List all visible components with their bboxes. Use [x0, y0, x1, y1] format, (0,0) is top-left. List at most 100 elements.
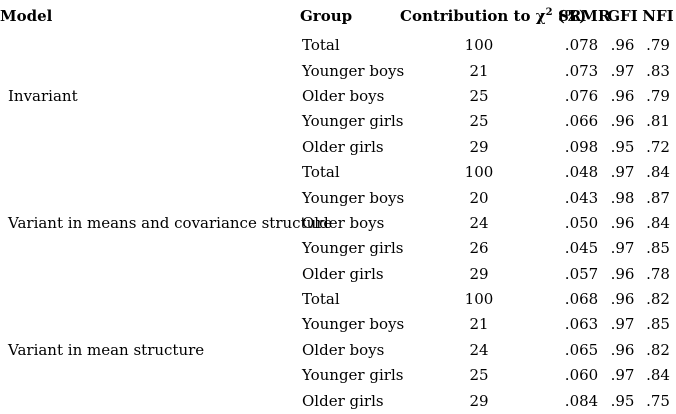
group-cell: Older boys [302, 86, 385, 105]
srmr-cell: .065 [564, 340, 599, 359]
gfi-cell: .98 [610, 188, 635, 207]
srmr-cell: .043 [564, 188, 599, 207]
srmr-cell: .073 [564, 61, 599, 80]
header-gfi: GFI [607, 7, 638, 25]
contribution-cell: 100 [464, 163, 494, 182]
nfi-cell: .81 [646, 112, 670, 131]
contribution-cell: 25 [469, 366, 489, 385]
gfi-cell: .96 [610, 264, 635, 283]
contribution-cell: 21 [469, 61, 489, 80]
contribution-cell: 29 [469, 391, 489, 410]
nfi-cell: .84 [646, 366, 670, 385]
model-cell: Variant in means and covariance structur… [8, 213, 333, 232]
srmr-cell: .050 [564, 213, 599, 232]
nfi-cell: .83 [646, 61, 670, 80]
srmr-cell: .045 [564, 239, 599, 258]
gfi-cell: .96 [610, 340, 635, 359]
table-row: Younger girls 25 .066 .96 .81 [0, 109, 676, 134]
nfi-cell: .72 [646, 137, 670, 156]
gfi-cell: .96 [610, 36, 635, 55]
table-row: Younger girls 25 .060 .97 .84 [0, 363, 676, 388]
nfi-cell: .84 [646, 163, 670, 182]
nfi-cell: .82 [646, 290, 670, 309]
contribution-cell: 21 [469, 315, 489, 334]
header-contribution-to-chi-squared: Contribution to χ2 (%) [400, 0, 586, 33]
group-cell: Younger boys [302, 315, 405, 334]
gfi-cell: .96 [610, 112, 635, 131]
contribution-cell: 100 [464, 290, 494, 309]
gfi-cell: .96 [610, 290, 635, 309]
gfi-cell: .97 [610, 163, 635, 182]
gfi-cell: .96 [610, 213, 635, 232]
group-cell: Older girls [302, 391, 384, 410]
header-row: Model Group Contribution to χ2 (%) SRMR … [0, 0, 676, 33]
group-cell: Younger boys [302, 188, 405, 207]
header-contribution-prefix: Contribution to χ [400, 7, 546, 25]
contribution-cell: 26 [469, 239, 489, 258]
srmr-cell: .078 [564, 36, 599, 55]
nfi-cell: .85 [646, 315, 670, 334]
model-cell: Variant in mean structure [8, 340, 205, 359]
group-cell: Total [302, 163, 340, 182]
srmr-cell: .066 [564, 112, 599, 131]
table-row: Older girls 29 .057 .96 .78 [0, 262, 676, 287]
contribution-cell: 24 [469, 340, 489, 359]
table-row: Invariant Total 100 .078 .96 .79 [0, 33, 676, 104]
nfi-cell: .75 [646, 391, 670, 410]
srmr-cell: .098 [564, 137, 599, 156]
contribution-cell: 100 [464, 36, 494, 55]
nfi-cell: .87 [646, 188, 670, 207]
nfi-cell: .85 [646, 239, 670, 258]
srmr-cell: .063 [564, 315, 599, 334]
contribution-cell: 25 [469, 112, 489, 131]
nfi-cell: .78 [646, 264, 670, 283]
table-row: Younger girls 26 .045 .97 .85 [0, 236, 676, 261]
group-cell: Younger boys [302, 61, 405, 80]
table-row: Younger boys 21 .063 .97 .85 [0, 312, 676, 337]
header-group: Group [300, 7, 353, 25]
srmr-cell: .084 [564, 391, 599, 410]
table-row: Younger boys 20 .043 .98 .87 [0, 185, 676, 210]
group-cell: Younger girls [302, 239, 404, 258]
contribution-cell: 25 [469, 86, 489, 105]
table-row: Older girls 29 .098 .95 .72 [0, 135, 676, 160]
group-cell: Older boys [302, 340, 385, 359]
group-cell: Total [302, 36, 340, 55]
table-row: Older boys 24 .050 .96 .84 [0, 211, 676, 236]
srmr-cell: .068 [564, 290, 599, 309]
header-model: Model [0, 7, 53, 25]
table-row: Older boys 24 .065 .96 .82 [0, 338, 676, 363]
nfi-cell: .79 [646, 86, 670, 105]
group-cell: Total [302, 290, 340, 309]
group-cell: Older boys [302, 213, 385, 232]
srmr-cell: .048 [564, 163, 599, 182]
srmr-cell: .060 [564, 366, 599, 385]
group-cell: Younger girls [302, 112, 404, 131]
contribution-cell: 29 [469, 264, 489, 283]
contribution-cell: 29 [469, 137, 489, 156]
header-srmr: SRMR [558, 7, 611, 25]
header-contribution-suffix: (%) [552, 7, 587, 25]
group-cell: Older girls [302, 264, 384, 283]
table-row: Older boys 25 .076 .96 .79 [0, 84, 676, 109]
gfi-cell: .97 [610, 239, 635, 258]
table-row: Older girls 29 .084 .95 .75 [0, 388, 676, 414]
gfi-cell: .96 [610, 86, 635, 105]
table-row: Younger boys 21 .073 .97 .83 [0, 58, 676, 83]
nfi-cell: .84 [646, 213, 670, 232]
srmr-cell: .057 [564, 264, 599, 283]
nfi-cell: .79 [646, 36, 670, 55]
group-cell: Older girls [302, 137, 384, 156]
group-cell: Younger girls [302, 366, 404, 385]
table-row: Variant in means and covariance structur… [0, 160, 676, 231]
gfi-cell: .97 [610, 315, 635, 334]
contribution-cell: 20 [469, 188, 489, 207]
gfi-cell: .97 [610, 61, 635, 80]
header-nfi: NFI [642, 7, 674, 25]
table-row: Variant in mean structure Total 100 .068 .96… [0, 287, 676, 357]
chi-squared-superscript: 2 [545, 7, 553, 18]
gfi-cell: .95 [610, 137, 635, 156]
gfi-cell: .95 [610, 391, 635, 410]
